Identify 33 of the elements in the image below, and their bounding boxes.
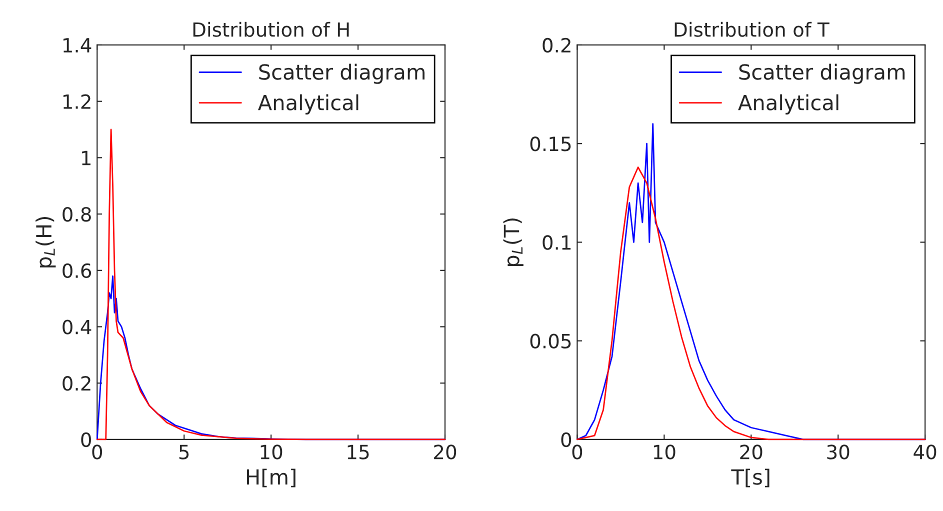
x-tick-label: 0: [572, 444, 582, 460]
x-tick-label: 30: [827, 444, 850, 460]
y-tick-label: 0: [81, 432, 91, 448]
y-tick-label: 1.4: [63, 38, 92, 52]
y-axis-title: p$_{L}$(T): [503, 218, 524, 266]
y-tick-label: 0.2: [62, 376, 90, 391]
x-tick-label: 20: [434, 444, 456, 460]
legend-label: Analytical: [738, 94, 838, 114]
y-tick-label: 0: [561, 432, 572, 448]
chart-title: Distribution of T: [674, 22, 830, 37]
y-tick-label: 0.15: [530, 136, 571, 152]
y-tick-label: 0.4: [62, 320, 92, 334]
x-tick-label: 40: [914, 444, 936, 460]
y-tick-label: 0.8: [62, 206, 91, 222]
y-tick-label: 0.1: [542, 235, 571, 250]
y-tick-label: 0.6: [62, 263, 92, 278]
x-tick-label: 15: [348, 444, 369, 460]
y-axis-title: p$_{L}$(H): [36, 217, 56, 268]
x-axis-title: T[s]: [731, 468, 770, 488]
legend-label: Scatter diagram: [259, 64, 424, 84]
legend-label: Analytical: [258, 94, 358, 114]
x-tick-label: 20: [740, 444, 762, 460]
x-tick-label: 0: [92, 444, 102, 460]
chart-title: Distribution of H: [193, 22, 349, 37]
y-tick-label: 1: [82, 150, 90, 166]
x-tick-label: 10: [260, 444, 282, 460]
y-tick-label: 0.05: [530, 334, 571, 348]
y-tick-label: 1.2: [63, 94, 90, 109]
x-axis-title: H[m]: [247, 468, 296, 488]
x-tick-label: 5: [179, 444, 189, 460]
legend-label: Scatter diagram: [739, 64, 905, 84]
y-tick-label: 0.2: [542, 38, 570, 53]
x-tick-label: 10: [654, 444, 676, 460]
